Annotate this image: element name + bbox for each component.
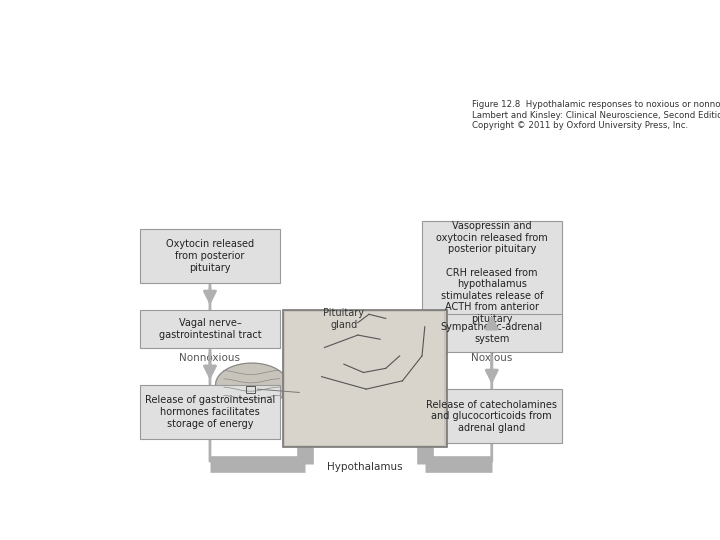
Text: Release of gastrointestinal
hormones facilitates
storage of energy: Release of gastrointestinal hormones fac… [145, 395, 275, 429]
FancyBboxPatch shape [422, 221, 562, 325]
Text: Nonnoxious: Nonnoxious [179, 353, 240, 363]
FancyBboxPatch shape [422, 314, 562, 352]
Polygon shape [215, 363, 288, 407]
FancyBboxPatch shape [140, 310, 279, 348]
FancyBboxPatch shape [140, 229, 279, 283]
Text: Pituitary
gland: Pituitary gland [323, 308, 364, 329]
Text: Release of catecholamines
and glucocorticoids from
adrenal gland: Release of catecholamines and glucocorti… [426, 400, 557, 433]
FancyBboxPatch shape [140, 385, 279, 439]
FancyBboxPatch shape [282, 310, 447, 447]
Text: Figure 12.8  Hypothalamic responses to noxious or nonnoxious stimuli.
Lambert an: Figure 12.8 Hypothalamic responses to no… [472, 100, 720, 130]
FancyBboxPatch shape [285, 312, 444, 446]
Text: Oxytocin released
from posterior
pituitary: Oxytocin released from posterior pituita… [166, 239, 254, 273]
Text: Sympathetic-adrenal
system: Sympathetic-adrenal system [441, 322, 543, 344]
Text: Hypothalamus: Hypothalamus [327, 462, 402, 472]
Text: Vasopressin and
oxytocin released from
posterior pituitary

CRH released from
hy: Vasopressin and oxytocin released from p… [436, 221, 548, 324]
FancyBboxPatch shape [422, 389, 562, 443]
Text: Vagal nerve–
gastrointestinal tract: Vagal nerve– gastrointestinal tract [158, 318, 261, 340]
Text: Noxious: Noxious [471, 353, 513, 363]
